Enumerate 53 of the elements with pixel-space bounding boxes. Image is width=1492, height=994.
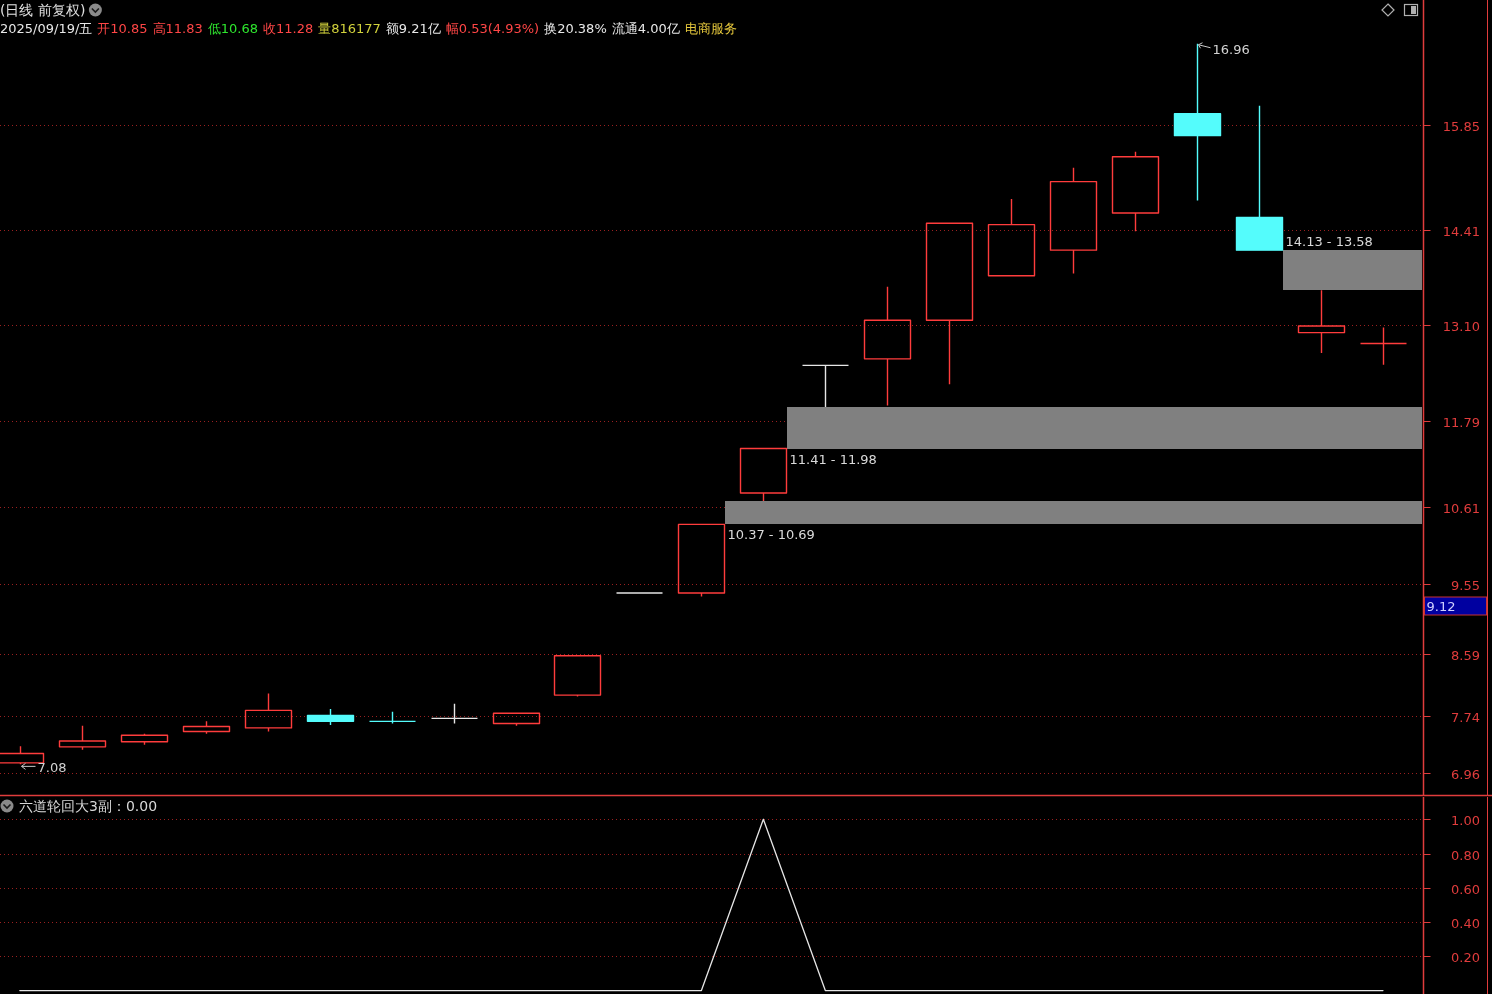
annotation: 额9.21亿: [385, 21, 441, 36]
candlestick: [677, 523, 726, 598]
candlestick: [1359, 326, 1408, 366]
annotation: 流通4.00亿: [611, 21, 680, 36]
annotation: 16.96: [1212, 41, 1250, 57]
candlestick: [120, 733, 169, 746]
band-label: 14.13 - 13.58: [1285, 234, 1373, 250]
annotation: 换20.38%: [544, 21, 607, 36]
candlestick: [801, 364, 850, 408]
annotation: 电商服务: [684, 21, 737, 36]
band-label: 10.37 - 10.69: [727, 527, 815, 543]
y-tick-label: 7.74: [1451, 709, 1480, 725]
y-tick-label: 14.41: [1442, 223, 1480, 239]
y-tick-label: 13.10: [1442, 318, 1480, 334]
y-tick-label: 0.80: [1451, 847, 1480, 863]
y-tick-label: 0.60: [1451, 881, 1480, 897]
candlestick: [1111, 151, 1160, 232]
y-tick-label: 15.85: [1442, 118, 1480, 134]
annotation: 开10.85: [97, 21, 148, 36]
band-label: 11.41 - 11.98: [789, 451, 877, 467]
chart-title: (日线 前复权): [0, 2, 86, 18]
candlestick: [182, 720, 231, 735]
y-tick-label: 0.40: [1451, 915, 1480, 931]
candlestick: [244, 692, 293, 733]
y-tick-label: 10.61: [1442, 500, 1480, 516]
candlestick: [58, 725, 107, 751]
annotation: 幅0.53(4.93%): [445, 21, 540, 36]
readout: 9.12: [1424, 596, 1487, 616]
y-tick-label: 6.96: [1451, 766, 1480, 782]
candlestick: [1049, 167, 1098, 275]
candlestick: [1235, 105, 1284, 251]
annotation: 低10.68: [207, 21, 258, 36]
y-tick-label: 11.79: [1442, 414, 1480, 430]
annotation: 2025/09/19/五: [0, 21, 93, 36]
candlestick: [492, 712, 541, 727]
chart-title: 六道轮回大3副：0.00: [19, 798, 158, 814]
annotation: 量816177: [318, 21, 381, 36]
annotation: 高11.83: [152, 21, 203, 36]
y-tick-label: 8.59: [1451, 647, 1480, 663]
candlestick: [739, 447, 788, 502]
y-tick-label: 0.20: [1451, 949, 1480, 965]
candlestick: [553, 654, 602, 698]
y-tick-label: 9.55: [1451, 577, 1480, 593]
candlestick: [987, 198, 1036, 277]
y-tick-label: 1.00: [1451, 812, 1480, 828]
candlestick: [1297, 289, 1346, 354]
candlestick: [430, 703, 479, 725]
candlestick: [306, 708, 355, 726]
candlestick: [863, 285, 912, 407]
candlestick: [368, 711, 417, 725]
candlestick: [925, 222, 974, 386]
annotation: 收11.28: [262, 21, 314, 36]
annotation: 7.08: [37, 760, 67, 776]
